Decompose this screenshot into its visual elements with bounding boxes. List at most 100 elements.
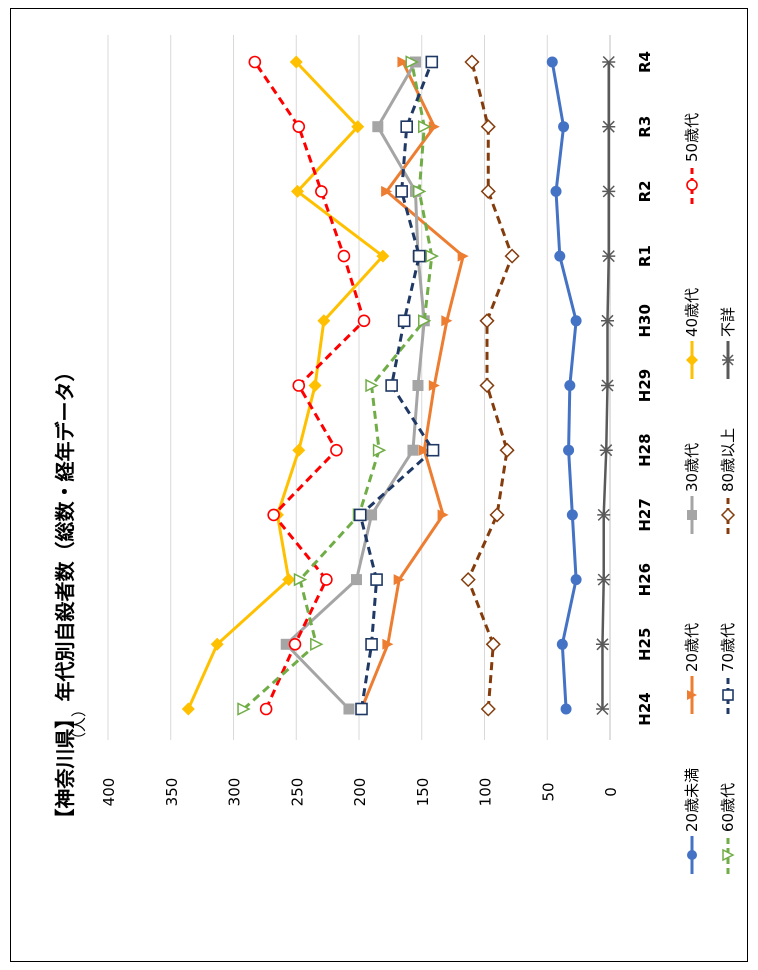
data-point (291, 184, 305, 198)
data-point (310, 637, 324, 652)
legend-label: 30歳代 (683, 443, 701, 492)
data-point (595, 638, 609, 651)
category-label: H26 (636, 563, 654, 596)
data-point (365, 378, 379, 393)
data-point (393, 574, 405, 586)
data-point (499, 442, 515, 458)
data-point (351, 120, 365, 134)
legend-item: 20歳代 (683, 623, 701, 714)
data-point (237, 702, 251, 716)
data-point (457, 250, 469, 262)
data-point (315, 185, 328, 198)
data-point (600, 314, 614, 327)
data-point (282, 573, 296, 587)
category-label: R3 (636, 116, 654, 138)
data-point (412, 380, 424, 391)
data-point (550, 185, 562, 197)
data-point (558, 121, 570, 133)
data-point (292, 443, 306, 457)
data-point (292, 120, 306, 133)
data-point (418, 444, 430, 456)
legend-item: 50歳代 (683, 113, 701, 204)
data-point (480, 701, 496, 717)
data-point (560, 703, 572, 715)
data-point (355, 702, 368, 716)
data-point (267, 508, 280, 522)
series-4 (248, 55, 371, 716)
category-label: H25 (636, 628, 654, 661)
data-point (595, 702, 609, 716)
category-label: H27 (636, 498, 654, 531)
data-point (292, 379, 306, 392)
data-point (370, 573, 383, 586)
data-point (687, 510, 697, 520)
data-point (181, 702, 195, 716)
data-point (385, 379, 398, 392)
data-point (479, 377, 495, 394)
data-point (372, 443, 387, 457)
data-point (441, 315, 453, 327)
data-point (365, 637, 378, 651)
data-point (556, 638, 568, 650)
data-point (397, 56, 409, 68)
value-tick-label: 50 (539, 782, 557, 801)
legend-label: 80歳以上 (719, 428, 737, 492)
data-point (602, 185, 616, 198)
data-point (308, 379, 322, 392)
value-tick-label: 350 (163, 778, 181, 807)
data-point (597, 573, 611, 586)
data-point (337, 249, 351, 263)
data-point (546, 56, 558, 68)
data-point (437, 509, 449, 521)
data-point (722, 689, 734, 701)
category-label: R2 (636, 180, 654, 202)
legend-item: 80歳以上 (719, 428, 737, 534)
data-point (330, 443, 343, 457)
data-point (293, 572, 308, 587)
category-label: R1 (636, 245, 654, 267)
legend-label: 70歳代 (719, 623, 737, 672)
data-point (425, 55, 439, 69)
data-point (686, 354, 698, 366)
legend-item: 40歳代 (683, 288, 701, 379)
data-point (320, 573, 333, 586)
data-point (407, 444, 419, 456)
series-0 (546, 56, 582, 715)
chart-frame (10, 8, 748, 962)
value-axis-label: （人） (70, 702, 88, 747)
data-point (602, 250, 616, 263)
data-point (210, 637, 224, 651)
data-point (248, 55, 262, 69)
legend-label: 20歳未満 (683, 768, 701, 832)
data-point (564, 380, 576, 391)
data-point (412, 249, 426, 263)
series-6 (353, 55, 440, 716)
data-point (686, 179, 698, 191)
category-label: H28 (636, 433, 654, 466)
data-point (600, 379, 614, 392)
data-point (504, 248, 520, 264)
data-point (366, 509, 378, 521)
data-point (288, 637, 302, 651)
data-point (289, 55, 303, 69)
data-point (343, 703, 355, 715)
data-point (597, 508, 611, 521)
value-tick-label: 250 (288, 778, 306, 807)
data-point (428, 380, 440, 391)
data-point (400, 120, 413, 133)
data-point (395, 185, 408, 198)
data-point (599, 444, 613, 457)
series-line (186, 60, 385, 710)
data-point (317, 314, 331, 328)
chart-title: 【神奈川県】 年代別自殺者数（総数・経年データ） (53, 362, 77, 829)
value-tick-label: 400 (100, 778, 118, 807)
data-point (357, 314, 371, 328)
data-point (405, 55, 419, 69)
data-point (720, 507, 736, 523)
data-point (376, 249, 390, 263)
data-point (428, 121, 440, 133)
data-point (480, 119, 496, 135)
data-point (687, 850, 697, 860)
category-label: H24 (636, 692, 654, 725)
data-point (480, 183, 496, 199)
